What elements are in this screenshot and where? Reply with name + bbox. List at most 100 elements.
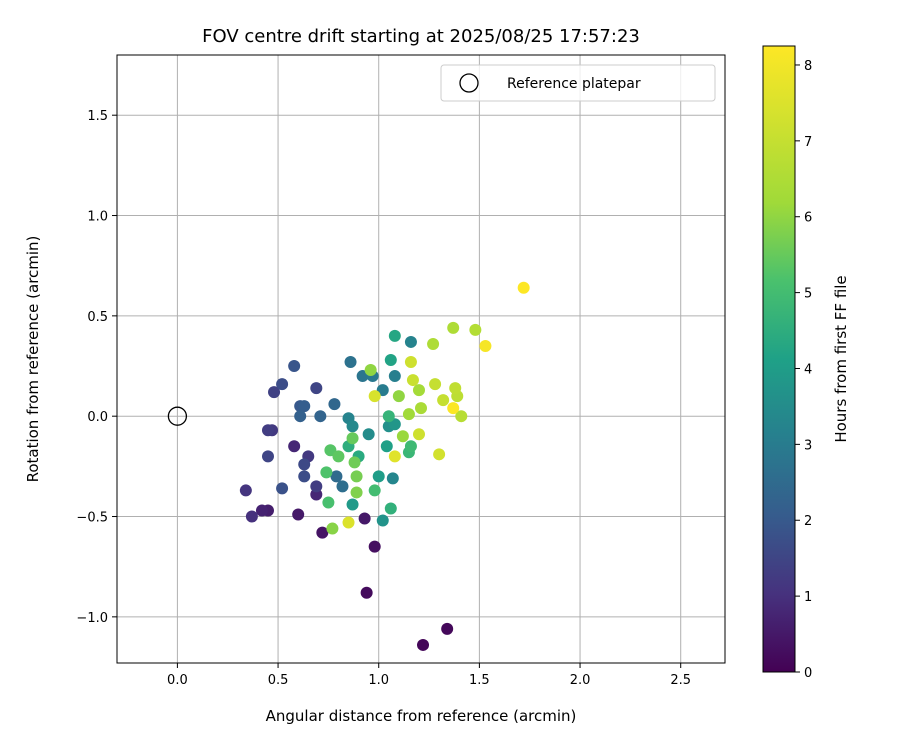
data-point <box>322 496 335 509</box>
colorbar: 0 1 2 3 4 5 6 7 8 Hours from first FF file <box>762 45 850 681</box>
data-point <box>330 470 343 483</box>
data-point <box>261 424 274 437</box>
x-tick-label: 2.5 <box>670 673 691 688</box>
y-axis-ticks: −1.0 −0.5 0.0 0.5 1.0 1.5 <box>76 109 117 626</box>
colorbar-tick-label: 3 <box>804 438 812 453</box>
data-point <box>342 516 355 529</box>
data-point <box>404 335 417 348</box>
x-tick-label: 1.0 <box>368 673 389 688</box>
data-point <box>350 486 363 499</box>
x-axis-ticks: 0.0 0.5 1.0 1.5 2.0 2.5 <box>167 663 691 688</box>
data-point <box>350 470 363 483</box>
colorbar-label: Hours from first FF file <box>832 275 850 442</box>
data-point <box>388 450 401 463</box>
data-point <box>332 450 345 463</box>
data-point <box>292 508 305 521</box>
colorbar-tick-label: 2 <box>804 514 812 529</box>
colorbar-tick-label: 8 <box>804 59 812 74</box>
data-point <box>288 360 301 373</box>
data-point <box>316 526 329 539</box>
data-point <box>469 323 482 336</box>
data-point <box>449 382 462 395</box>
data-point <box>294 410 307 423</box>
x-tick-label: 1.5 <box>469 673 490 688</box>
data-point <box>402 408 415 421</box>
colorbar-tick-label: 6 <box>804 211 812 226</box>
data-point <box>255 504 268 517</box>
data-point <box>348 456 361 469</box>
data-point <box>404 356 417 369</box>
data-point <box>298 470 311 483</box>
data-point <box>433 448 446 461</box>
y-tick-label: 0.0 <box>87 410 108 425</box>
y-tick-label: 0.5 <box>87 310 108 325</box>
data-point <box>447 321 460 334</box>
plot-frame <box>116 54 726 664</box>
data-point <box>358 512 371 525</box>
data-point <box>406 374 419 387</box>
data-point <box>314 410 327 423</box>
data-point <box>368 390 381 403</box>
colorbar-tick-label: 4 <box>804 362 812 377</box>
data-point <box>346 432 359 445</box>
data-points <box>239 281 530 651</box>
data-point <box>417 638 430 651</box>
data-point <box>268 386 281 399</box>
data-point <box>360 586 373 599</box>
data-point <box>239 484 252 497</box>
y-tick-label: 1.5 <box>87 109 108 124</box>
y-tick-label: 1.0 <box>87 210 108 225</box>
colorbar-tick-label: 7 <box>804 135 812 150</box>
colorbar-tick-label: 5 <box>804 287 812 302</box>
data-point <box>429 378 442 391</box>
data-point <box>380 440 393 453</box>
data-point <box>326 522 339 535</box>
x-tick-label: 0.5 <box>268 673 289 688</box>
data-point <box>368 484 381 497</box>
data-point <box>392 390 405 403</box>
data-point <box>288 440 301 453</box>
data-point <box>415 402 427 415</box>
colorbar-tick-label: 1 <box>804 590 812 605</box>
data-point <box>396 430 409 443</box>
data-point <box>404 440 417 453</box>
y-tick-label: −0.5 <box>76 511 108 526</box>
data-point <box>517 281 530 294</box>
data-point <box>336 480 349 493</box>
data-point <box>320 466 333 479</box>
data-point <box>388 329 401 342</box>
data-point <box>364 364 377 377</box>
colorbar-gradient <box>762 45 796 673</box>
data-point <box>328 398 341 411</box>
data-point <box>388 370 401 383</box>
data-point <box>384 354 397 367</box>
data-point <box>310 480 323 493</box>
data-point <box>455 410 468 423</box>
data-point <box>245 510 258 523</box>
data-point <box>372 470 385 483</box>
data-point <box>310 382 323 395</box>
data-point <box>447 402 460 415</box>
x-tick-label: 0.0 <box>167 673 188 688</box>
reference-point <box>167 406 188 426</box>
data-point <box>298 400 311 413</box>
legend: Reference platepar <box>440 64 716 102</box>
data-point <box>276 482 289 495</box>
grid-lines <box>117 55 725 663</box>
legend-box <box>440 64 716 102</box>
data-point <box>261 450 274 463</box>
data-point <box>412 384 425 397</box>
data-point <box>384 502 397 515</box>
y-axis-label: Rotation from reference (arcmin) <box>24 236 42 483</box>
y-tick-label: −1.0 <box>76 611 108 626</box>
data-point <box>382 410 395 423</box>
data-point <box>427 337 440 350</box>
data-point <box>412 428 425 441</box>
x-tick-label: 2.0 <box>570 673 591 688</box>
reference-marker <box>167 406 188 426</box>
legend-entry-reference: Reference platepar <box>507 76 641 92</box>
data-point <box>368 540 381 553</box>
data-point <box>441 622 454 635</box>
data-point <box>346 498 359 511</box>
